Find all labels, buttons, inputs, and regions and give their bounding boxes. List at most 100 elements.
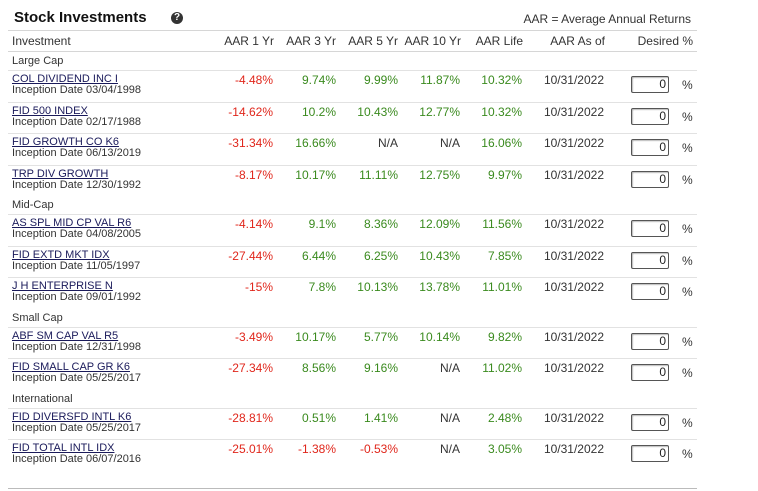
aar-value: 11.11%: [359, 167, 398, 182]
as-of-date: 10/31/2022: [543, 167, 604, 182]
as-of-date: 10/31/2022: [543, 217, 604, 231]
aar-value: 8.36%: [363, 217, 398, 231]
row-divider: [8, 133, 697, 134]
desired-input[interactable]: 0: [631, 445, 669, 462]
row-divider: [8, 214, 697, 215]
group-label: Small Cap: [12, 311, 63, 324]
row-divider: [8, 277, 697, 278]
desired-input[interactable]: 0: [631, 251, 669, 269]
percent-sign: %: [682, 366, 693, 380]
inception-date: Inception Date 06/07/2016: [12, 453, 142, 465]
aar-value: 9.97%: [487, 167, 522, 182]
fund-link[interactable]: FID DIVERSFD INTL K6: [12, 410, 132, 423]
inception-date: Inception Date 05/25/2017: [12, 372, 142, 384]
column-header: AAR As of: [550, 34, 605, 48]
row-divider: [8, 101, 697, 103]
aar-value: -0.53%: [359, 442, 398, 456]
aar-value: 10.17%: [295, 329, 336, 344]
aar-value: -14.62%: [228, 104, 273, 119]
as-of-date: 10/31/2022: [543, 329, 604, 344]
desired-input[interactable]: 0: [631, 76, 669, 93]
percent-sign: %: [682, 253, 693, 268]
column-header: AAR Life: [475, 34, 523, 48]
note: AAR = Average Annual Returns: [523, 12, 691, 26]
aar-value: 12.75%: [419, 167, 460, 182]
percent-sign: %: [682, 334, 693, 349]
as-of-date: 10/31/2022: [543, 280, 604, 294]
fund-link[interactable]: FID GROWTH CO K6: [12, 136, 119, 148]
aar-value: -3.49%: [234, 329, 273, 344]
aar-value: -15%: [244, 280, 273, 294]
row-divider: [8, 407, 697, 409]
aar-value: N/A: [439, 136, 460, 150]
aar-value: 10.14%: [419, 329, 460, 344]
aar-value: -4.48%: [234, 73, 273, 87]
fund-link[interactable]: FID 500 INDEX: [12, 104, 88, 117]
fund-link[interactable]: ABF SM CAP VAL R5: [12, 329, 119, 342]
desired-input[interactable]: 0: [631, 170, 669, 188]
aar-value: 9.16%: [363, 361, 398, 375]
aar-value: N/A: [439, 410, 460, 425]
aar-value: N/A: [377, 136, 398, 150]
as-of-date: 10/31/2022: [543, 104, 604, 119]
aar-value: -8.17%: [234, 167, 273, 182]
title: Stock Investments: [14, 9, 147, 26]
aar-value: 2.48%: [487, 410, 522, 425]
divider: [8, 51, 697, 52]
as-of-date: 10/31/2022: [543, 73, 604, 87]
aar-value: 9.99%: [363, 73, 398, 87]
as-of-date: 10/31/2022: [543, 248, 604, 263]
fund-link[interactable]: FID EXTD MKT IDX: [12, 248, 110, 261]
row-divider: [8, 326, 697, 328]
desired-input[interactable]: 0: [631, 107, 669, 125]
group-label: Mid-Cap: [12, 199, 54, 211]
fund-link[interactable]: FID TOTAL INTL IDX: [12, 442, 115, 454]
percent-sign: %: [682, 141, 693, 155]
aar-value: 6.25%: [363, 248, 398, 263]
aar-value: 7.8%: [308, 280, 336, 294]
fund-link[interactable]: COL DIVIDEND INC I: [12, 73, 118, 85]
as-of-date: 10/31/2022: [543, 136, 604, 150]
aar-value: 10.32%: [481, 104, 522, 119]
aar-value: 9.74%: [301, 73, 336, 87]
divider: [8, 488, 697, 489]
as-of-date: 10/31/2022: [543, 361, 604, 375]
divider: [8, 30, 697, 31]
desired-input[interactable]: 0: [631, 283, 669, 300]
percent-sign: %: [682, 78, 693, 92]
help-icon[interactable]: ?: [171, 12, 183, 24]
desired-input[interactable]: 0: [631, 139, 669, 156]
inception-date: Inception Date 04/08/2005: [12, 228, 142, 240]
column-header: Investment: [12, 34, 71, 48]
desired-input[interactable]: 0: [631, 413, 669, 431]
aar-value: 10.32%: [481, 73, 522, 87]
desired-input[interactable]: 0: [631, 332, 669, 350]
as-of-date: 10/31/2022: [543, 410, 604, 425]
desired-input[interactable]: 0: [631, 220, 669, 237]
column-header: AAR 1 Yr: [224, 34, 274, 48]
aar-value: N/A: [439, 361, 460, 375]
aar-value: -27.44%: [228, 248, 273, 263]
aar-value: 16.66%: [295, 136, 336, 150]
fund-link[interactable]: FID SMALL CAP GR K6: [12, 361, 130, 373]
fund-link[interactable]: J H ENTERPRISE N: [12, 280, 113, 292]
aar-value: 6.44%: [301, 248, 336, 263]
fund-link[interactable]: AS SPL MID CP VAL R6: [12, 217, 132, 229]
aar-value: 7.85%: [487, 248, 522, 263]
percent-sign: %: [682, 285, 693, 299]
as-of-date: 10/31/2022: [543, 442, 604, 456]
group-label: Large Cap: [12, 55, 64, 67]
row-divider: [8, 245, 697, 247]
inception-date: Inception Date 09/01/1992: [12, 291, 142, 303]
desired-input[interactable]: 0: [631, 364, 669, 381]
column-header: Desired %: [637, 34, 693, 48]
inception-date: Inception Date 12/31/1998: [12, 340, 142, 353]
inception-date: Inception Date 03/04/1998: [12, 84, 142, 96]
aar-value: N/A: [439, 442, 460, 456]
aar-value: -31.34%: [228, 136, 273, 150]
fund-link[interactable]: TRP DIV GROWTH: [12, 167, 109, 180]
percent-sign: %: [682, 447, 693, 461]
row-divider: [8, 70, 697, 71]
aar-value: 10.13%: [357, 280, 398, 294]
percent-sign: %: [682, 172, 693, 187]
